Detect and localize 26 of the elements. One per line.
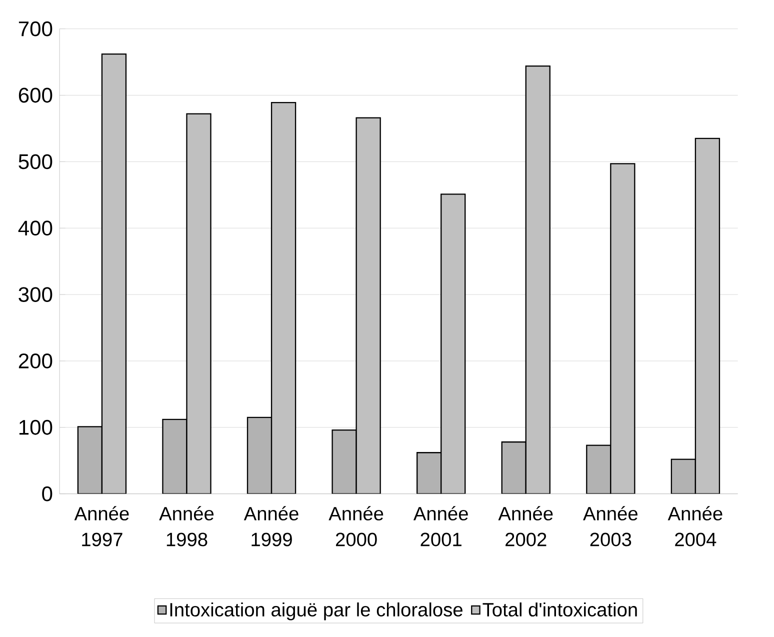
legend-label: Total d'intoxication	[482, 602, 637, 617]
y-tick-label: 400	[18, 220, 52, 236]
y-tick-label: 0	[42, 486, 52, 502]
y-tick-label: 300	[18, 287, 52, 302]
bar	[501, 441, 526, 494]
x-tick-label: Année 2002	[498, 506, 553, 546]
bar	[670, 458, 696, 494]
x-tick-label: Année 2004	[668, 506, 722, 546]
y-tick-label: 100	[19, 420, 52, 435]
bar	[332, 429, 357, 494]
bar	[586, 444, 612, 494]
x-tick-label: Année 2001	[413, 506, 468, 546]
x-tick-label: Année 1997	[74, 506, 129, 546]
bar	[246, 416, 272, 494]
legend-label: Intoxication aiguë par le chloralose	[170, 602, 462, 620]
y-tick-label: 500	[18, 154, 52, 170]
y-tick-label: 200	[18, 354, 52, 368]
x-tick-label: Année 1999	[244, 506, 298, 546]
bar	[162, 418, 188, 494]
y-tick-label: 600	[18, 88, 52, 103]
x-tick-label: Année 2000	[328, 506, 384, 546]
bar	[416, 452, 442, 494]
x-tick-label: Année 2003	[583, 506, 638, 546]
y-tick-label: 700	[18, 21, 52, 36]
x-tick-label: Année 1998	[159, 506, 214, 546]
bar	[77, 426, 103, 494]
